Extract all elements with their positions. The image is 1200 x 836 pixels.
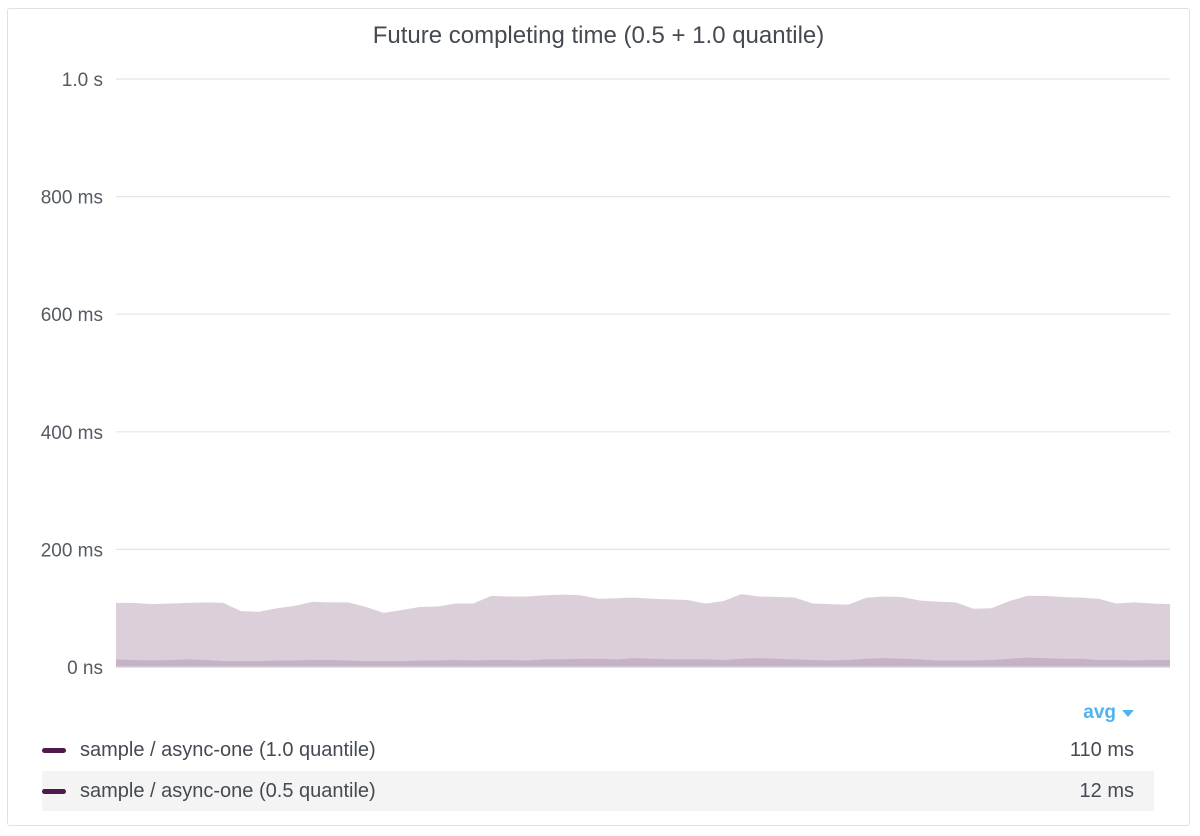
legend-row-q050[interactable]: sample / async-one (0.5 quantile) 12 ms <box>42 771 1154 811</box>
legend-row-q100[interactable]: sample / async-one (1.0 quantile) 110 ms <box>42 730 1154 770</box>
grid-lines <box>116 78 1170 551</box>
chart-canvas: 0 ns 200 ms 400 ms 600 ms 800 ms 1.0 s <box>41 70 1170 679</box>
caret-down-icon[interactable] <box>1122 709 1134 717</box>
series-areas <box>116 594 1170 667</box>
y-axis-ticks: 0 ns 200 ms 400 ms 600 ms 800 ms 1.0 s <box>41 70 103 679</box>
series-area-q050 <box>116 657 1170 667</box>
series-swatch-icon <box>42 747 66 753</box>
y-tick-label: 1.0 s <box>62 70 103 91</box>
y-tick-label: 200 ms <box>41 540 103 561</box>
y-tick-label: 600 ms <box>41 305 103 326</box>
legend-value: 12 ms <box>1079 779 1134 802</box>
series-swatch-icon <box>42 788 66 794</box>
legend-label: sample / async-one (0.5 quantile) <box>80 779 376 802</box>
y-tick-label: 400 ms <box>41 423 103 444</box>
legend-value: 110 ms <box>1069 738 1134 761</box>
aggregation-dropdown[interactable]: avg <box>1083 702 1134 724</box>
legend-label: sample / async-one (1.0 quantile) <box>80 738 376 761</box>
series-area-q100 <box>116 594 1170 667</box>
y-tick-label: 800 ms <box>41 188 103 209</box>
y-tick-label: 0 ns <box>67 658 103 679</box>
aggregation-label[interactable]: avg <box>1083 702 1116 723</box>
chart-title: Future completing time (0.5 + 1.0 quanti… <box>372 22 825 49</box>
chart-panel <box>7 8 1190 826</box>
